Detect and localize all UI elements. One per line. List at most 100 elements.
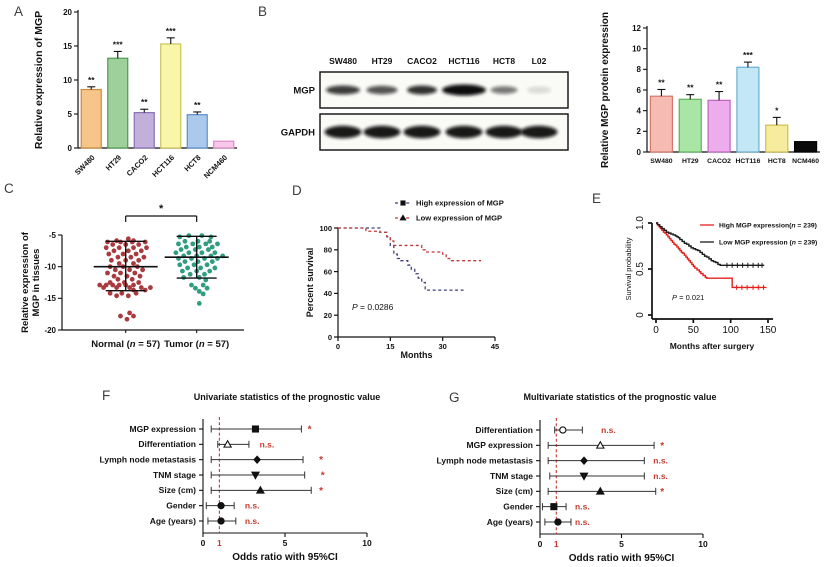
data-point <box>124 316 130 322</box>
data-point <box>133 290 139 296</box>
panel-c-label: C <box>4 181 14 196</box>
significance-label: * <box>321 471 325 482</box>
group-normal <box>93 236 158 322</box>
data-point <box>205 247 211 252</box>
diamond-marker <box>253 455 261 465</box>
x-axis-label: Odds ratio with 95%CI <box>232 552 338 563</box>
data-point <box>131 282 136 288</box>
y-axis-label-line2: MGP in tissues <box>31 249 42 317</box>
y-tick-label: 0 <box>68 144 73 153</box>
data-point <box>97 282 103 288</box>
legend-label: High expression of MGP <box>416 199 504 208</box>
forest-row: TNM stage * <box>153 470 325 482</box>
x-tick-label: 10 <box>362 538 372 548</box>
data-point <box>136 280 142 285</box>
panel-c-scatter-plot: -20 -15 -10 -5 Relative expression of MGP in … <box>20 203 244 350</box>
data-point <box>116 245 122 251</box>
x-tick-label: 100 <box>722 325 739 336</box>
data-point <box>178 247 184 252</box>
data-point <box>128 254 134 260</box>
significance-label: * <box>660 441 664 452</box>
significance-label: n.s. <box>653 456 668 466</box>
significance-label: * <box>775 105 779 115</box>
data-point <box>136 257 142 263</box>
refline-label: 1 <box>554 539 559 549</box>
forest-plot-G: Multivariate statistics of the prognosti… <box>436 392 716 564</box>
forest-row: Lymph node metastasis n.s. <box>436 455 667 465</box>
data-point <box>179 268 185 274</box>
panel-a-bar-chart: 0 5 10 15 20 Relative expression of MGP ** SW48… <box>33 8 237 180</box>
data-point <box>132 270 138 276</box>
data-point <box>131 261 136 266</box>
y-tick-label: 1.0 <box>635 216 646 230</box>
group-label: Normal (n = 57) <box>91 339 160 350</box>
y-tick-label: 5 <box>68 110 73 119</box>
data-point <box>115 254 121 260</box>
blot-band <box>520 125 558 139</box>
data-point <box>200 282 206 288</box>
group-tumor <box>164 233 229 306</box>
y-axis-label-line1: Relative expression of <box>20 231 31 333</box>
diamond-marker <box>580 456 588 466</box>
bar-chart-A: 0 5 10 15 20 Relative expression of MGP ** SW48… <box>33 8 237 180</box>
data-point <box>187 271 193 277</box>
data-point <box>176 241 181 247</box>
survival-curve-0 <box>656 222 767 289</box>
blot-band <box>407 85 437 95</box>
data-point <box>141 254 147 260</box>
data-point <box>138 285 144 290</box>
data-point <box>118 270 123 276</box>
bar-HCT8 <box>765 124 789 153</box>
data-point <box>131 245 136 251</box>
panel-d-label: D <box>292 183 302 198</box>
significance-label: * <box>319 486 323 497</box>
data-point <box>204 262 210 268</box>
data-point <box>110 282 116 288</box>
x-category-label: HT29 <box>682 158 699 165</box>
x-category-label: HCT8 <box>768 158 786 165</box>
legend-label: Low expression of MGP <box>416 214 502 223</box>
blot-band <box>324 125 362 139</box>
lane-label: CACO2 <box>407 56 437 66</box>
data-point <box>118 313 123 319</box>
data-point <box>190 241 196 247</box>
forest-row: Lymph node metastasis * <box>99 454 323 466</box>
x-tick-label: 5 <box>283 538 288 548</box>
data-point <box>119 290 125 296</box>
chart-title: Univariate statistics of the prognostic … <box>194 392 381 402</box>
triangle-marker <box>399 214 407 221</box>
blot-row-label: MGP <box>293 86 315 97</box>
y-tick-label: -20 <box>44 326 56 335</box>
x-tick-label: 10 <box>698 539 708 549</box>
x-tick-label: 0 <box>653 325 659 336</box>
blot-band <box>445 125 483 139</box>
y-tick-label: 6 <box>637 86 642 95</box>
bar-chart-Bq: 0 2 4 6 8 10 12 Relative MGP protein expression… <box>600 12 820 168</box>
data-point <box>202 271 207 277</box>
data-point <box>186 250 192 256</box>
square-marker <box>400 200 406 206</box>
scatter-plot-C: -20 -15 -10 -5 Relative expression of MGP in … <box>20 203 244 350</box>
significance-label: ** <box>194 100 201 110</box>
x-category-label: NCM460 <box>202 153 229 180</box>
significance-label: ** <box>687 83 694 93</box>
data-point <box>127 285 132 290</box>
data-point <box>209 244 215 250</box>
data-point <box>200 291 206 297</box>
forest-plot-F: Univariate statistics of the prognostic … <box>99 392 380 563</box>
circle-marker <box>217 517 225 525</box>
row-label: TNM stage <box>490 471 533 481</box>
y-axis-label: Relative expression of MGP <box>33 11 45 149</box>
forest-row: Size (cm) * <box>159 485 323 497</box>
y-tick-label: 0 <box>635 312 646 318</box>
data-point <box>191 262 197 268</box>
bar-SW480 <box>649 95 674 153</box>
x-category-label: HCT8 <box>182 153 202 173</box>
data-point <box>125 248 131 254</box>
data-point <box>177 262 183 268</box>
data-point <box>116 261 122 266</box>
y-tick-label: 0 <box>637 148 642 157</box>
significance-label: * <box>319 455 323 466</box>
x-category-label: HCT116 <box>150 153 176 179</box>
